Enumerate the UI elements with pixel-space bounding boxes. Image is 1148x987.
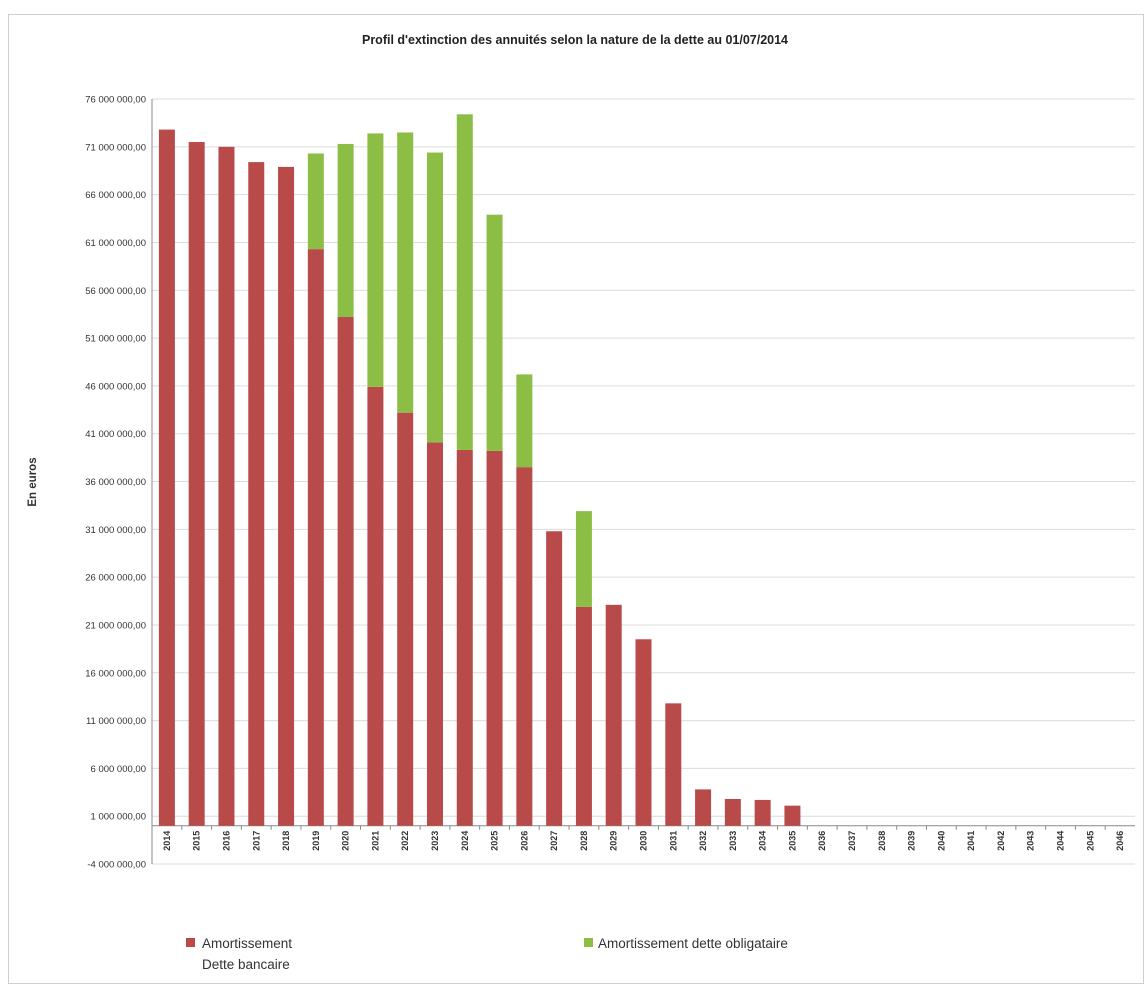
x-tick-label: 2025 xyxy=(490,831,500,851)
bar-dette-bancaire-2025 xyxy=(486,450,503,826)
bar-dette-bancaire-2034 xyxy=(754,799,771,826)
bar-dette-bancaire-2027 xyxy=(546,531,563,826)
bar-dette-bancaire-2026 xyxy=(516,467,533,826)
y-tick-label: 51 000 000,00 xyxy=(85,334,146,345)
legend-label-dette-obligataire: Amortissement dette obligataire xyxy=(598,936,788,951)
bar-dette-bancaire-2016 xyxy=(218,146,235,826)
bar-dette-bancaire-2029 xyxy=(605,604,622,826)
x-tick-label: 2021 xyxy=(370,831,380,851)
x-tick-label: 2037 xyxy=(847,831,857,851)
x-tick-label: 2046 xyxy=(1115,831,1125,851)
bar-dette-bancaire-2032 xyxy=(695,789,712,826)
legend-label-dette-bancaire: Amortissement xyxy=(202,936,292,951)
y-axis-label: En euros xyxy=(27,457,39,506)
y-tick-label: 11 000 000,00 xyxy=(86,716,146,727)
y-tick-label: 6 000 000,00 xyxy=(91,764,146,775)
bar-dette-bancaire-2017 xyxy=(248,162,265,826)
bar-dette-obligataire-2020 xyxy=(337,143,354,318)
y-tick-label: 71 000 000,00 xyxy=(85,142,146,153)
bar-dette-obligataire-2019 xyxy=(307,153,324,250)
x-tick-label: 2042 xyxy=(996,831,1006,851)
x-tick-label: 2038 xyxy=(877,831,887,851)
bar-dette-bancaire-2035 xyxy=(784,805,801,826)
bar-dette-bancaire-2023 xyxy=(426,442,443,826)
x-tick-label: 2030 xyxy=(639,831,649,851)
x-tick-label: 2040 xyxy=(936,831,946,851)
bar-dette-bancaire-2028 xyxy=(575,606,592,826)
bar-dette-bancaire-2019 xyxy=(307,249,324,826)
x-tick-label: 2029 xyxy=(609,831,619,851)
x-tick-label: 2035 xyxy=(787,831,797,851)
x-tick-label: 2027 xyxy=(549,831,559,851)
bar-dette-bancaire-2031 xyxy=(665,703,682,826)
x-tick-label: 2016 xyxy=(221,831,231,851)
y-tick-label: 56 000 000,00 xyxy=(85,286,146,297)
bar-dette-bancaire-2014 xyxy=(158,129,175,826)
x-tick-label: 2024 xyxy=(460,831,470,851)
x-tick-label: 2019 xyxy=(311,831,321,851)
x-tick-label: 2034 xyxy=(758,831,768,851)
bar-dette-bancaire-2021 xyxy=(367,386,384,826)
bar-dette-obligataire-2028 xyxy=(575,511,592,607)
x-tick-label: 2043 xyxy=(1026,831,1036,851)
legend-label-dette-bancaire: Dette bancaire xyxy=(202,957,290,972)
bar-dette-obligataire-2025 xyxy=(486,214,503,451)
chart-frame xyxy=(8,14,1144,984)
bar-dette-obligataire-2026 xyxy=(516,374,533,468)
x-tick-label: 2041 xyxy=(966,831,976,851)
legend-swatch-dette-bancaire xyxy=(186,938,195,947)
x-tick-label: 2033 xyxy=(728,831,738,851)
x-tick-label: 2044 xyxy=(1056,831,1066,851)
y-tick-label: 76 000 000,00 xyxy=(85,95,146,106)
y-tick-label: 46 000 000,00 xyxy=(85,381,146,392)
x-tick-label: 2022 xyxy=(400,831,410,851)
bar-dette-obligataire-2022 xyxy=(397,132,414,413)
x-tick-label: 2015 xyxy=(192,831,202,851)
bar-dette-obligataire-2024 xyxy=(456,114,473,450)
x-tick-label: 2023 xyxy=(430,831,440,851)
y-tick-label: 1 000 000,00 xyxy=(91,812,146,823)
bar-dette-bancaire-2033 xyxy=(724,798,741,826)
bar-dette-bancaire-2022 xyxy=(397,412,414,826)
y-tick-label: 61 000 000,00 xyxy=(85,238,146,249)
x-tick-label: 2031 xyxy=(668,831,678,851)
bar-dette-bancaire-2018 xyxy=(278,166,295,826)
x-tick-label: 2020 xyxy=(341,831,351,851)
x-tick-label: 2017 xyxy=(251,831,261,851)
y-tick-label: 66 000 000,00 xyxy=(85,190,146,201)
x-tick-label: 2032 xyxy=(698,831,708,851)
x-tick-label: 2028 xyxy=(579,831,589,851)
y-tick-label: 26 000 000,00 xyxy=(85,573,146,584)
x-tick-label: 2018 xyxy=(281,831,291,851)
chart-title: Profil d'extinction des annuités selon l… xyxy=(362,33,788,47)
bar-dette-bancaire-2015 xyxy=(188,142,205,826)
x-tick-label: 2014 xyxy=(162,831,172,851)
y-tick-label: -4 000 000,00 xyxy=(87,860,146,871)
x-tick-label: 2026 xyxy=(519,831,529,851)
legend-swatch-dette-obligataire xyxy=(584,938,593,947)
y-tick-label: 41 000 000,00 xyxy=(85,429,146,440)
bar-dette-bancaire-2020 xyxy=(337,317,354,826)
y-tick-label: 31 000 000,00 xyxy=(85,525,146,536)
bar-dette-bancaire-2030 xyxy=(635,639,652,826)
y-tick-label: 36 000 000,00 xyxy=(85,477,146,488)
y-tick-label: 16 000 000,00 xyxy=(85,668,146,679)
y-tick-label: 21 000 000,00 xyxy=(85,620,146,631)
bar-dette-obligataire-2021 xyxy=(367,133,384,387)
x-tick-label: 2045 xyxy=(1085,831,1095,851)
x-tick-label: 2036 xyxy=(817,831,827,851)
bar-dette-bancaire-2024 xyxy=(456,449,473,826)
bar-dette-obligataire-2023 xyxy=(426,152,443,443)
x-tick-label: 2039 xyxy=(907,831,917,851)
